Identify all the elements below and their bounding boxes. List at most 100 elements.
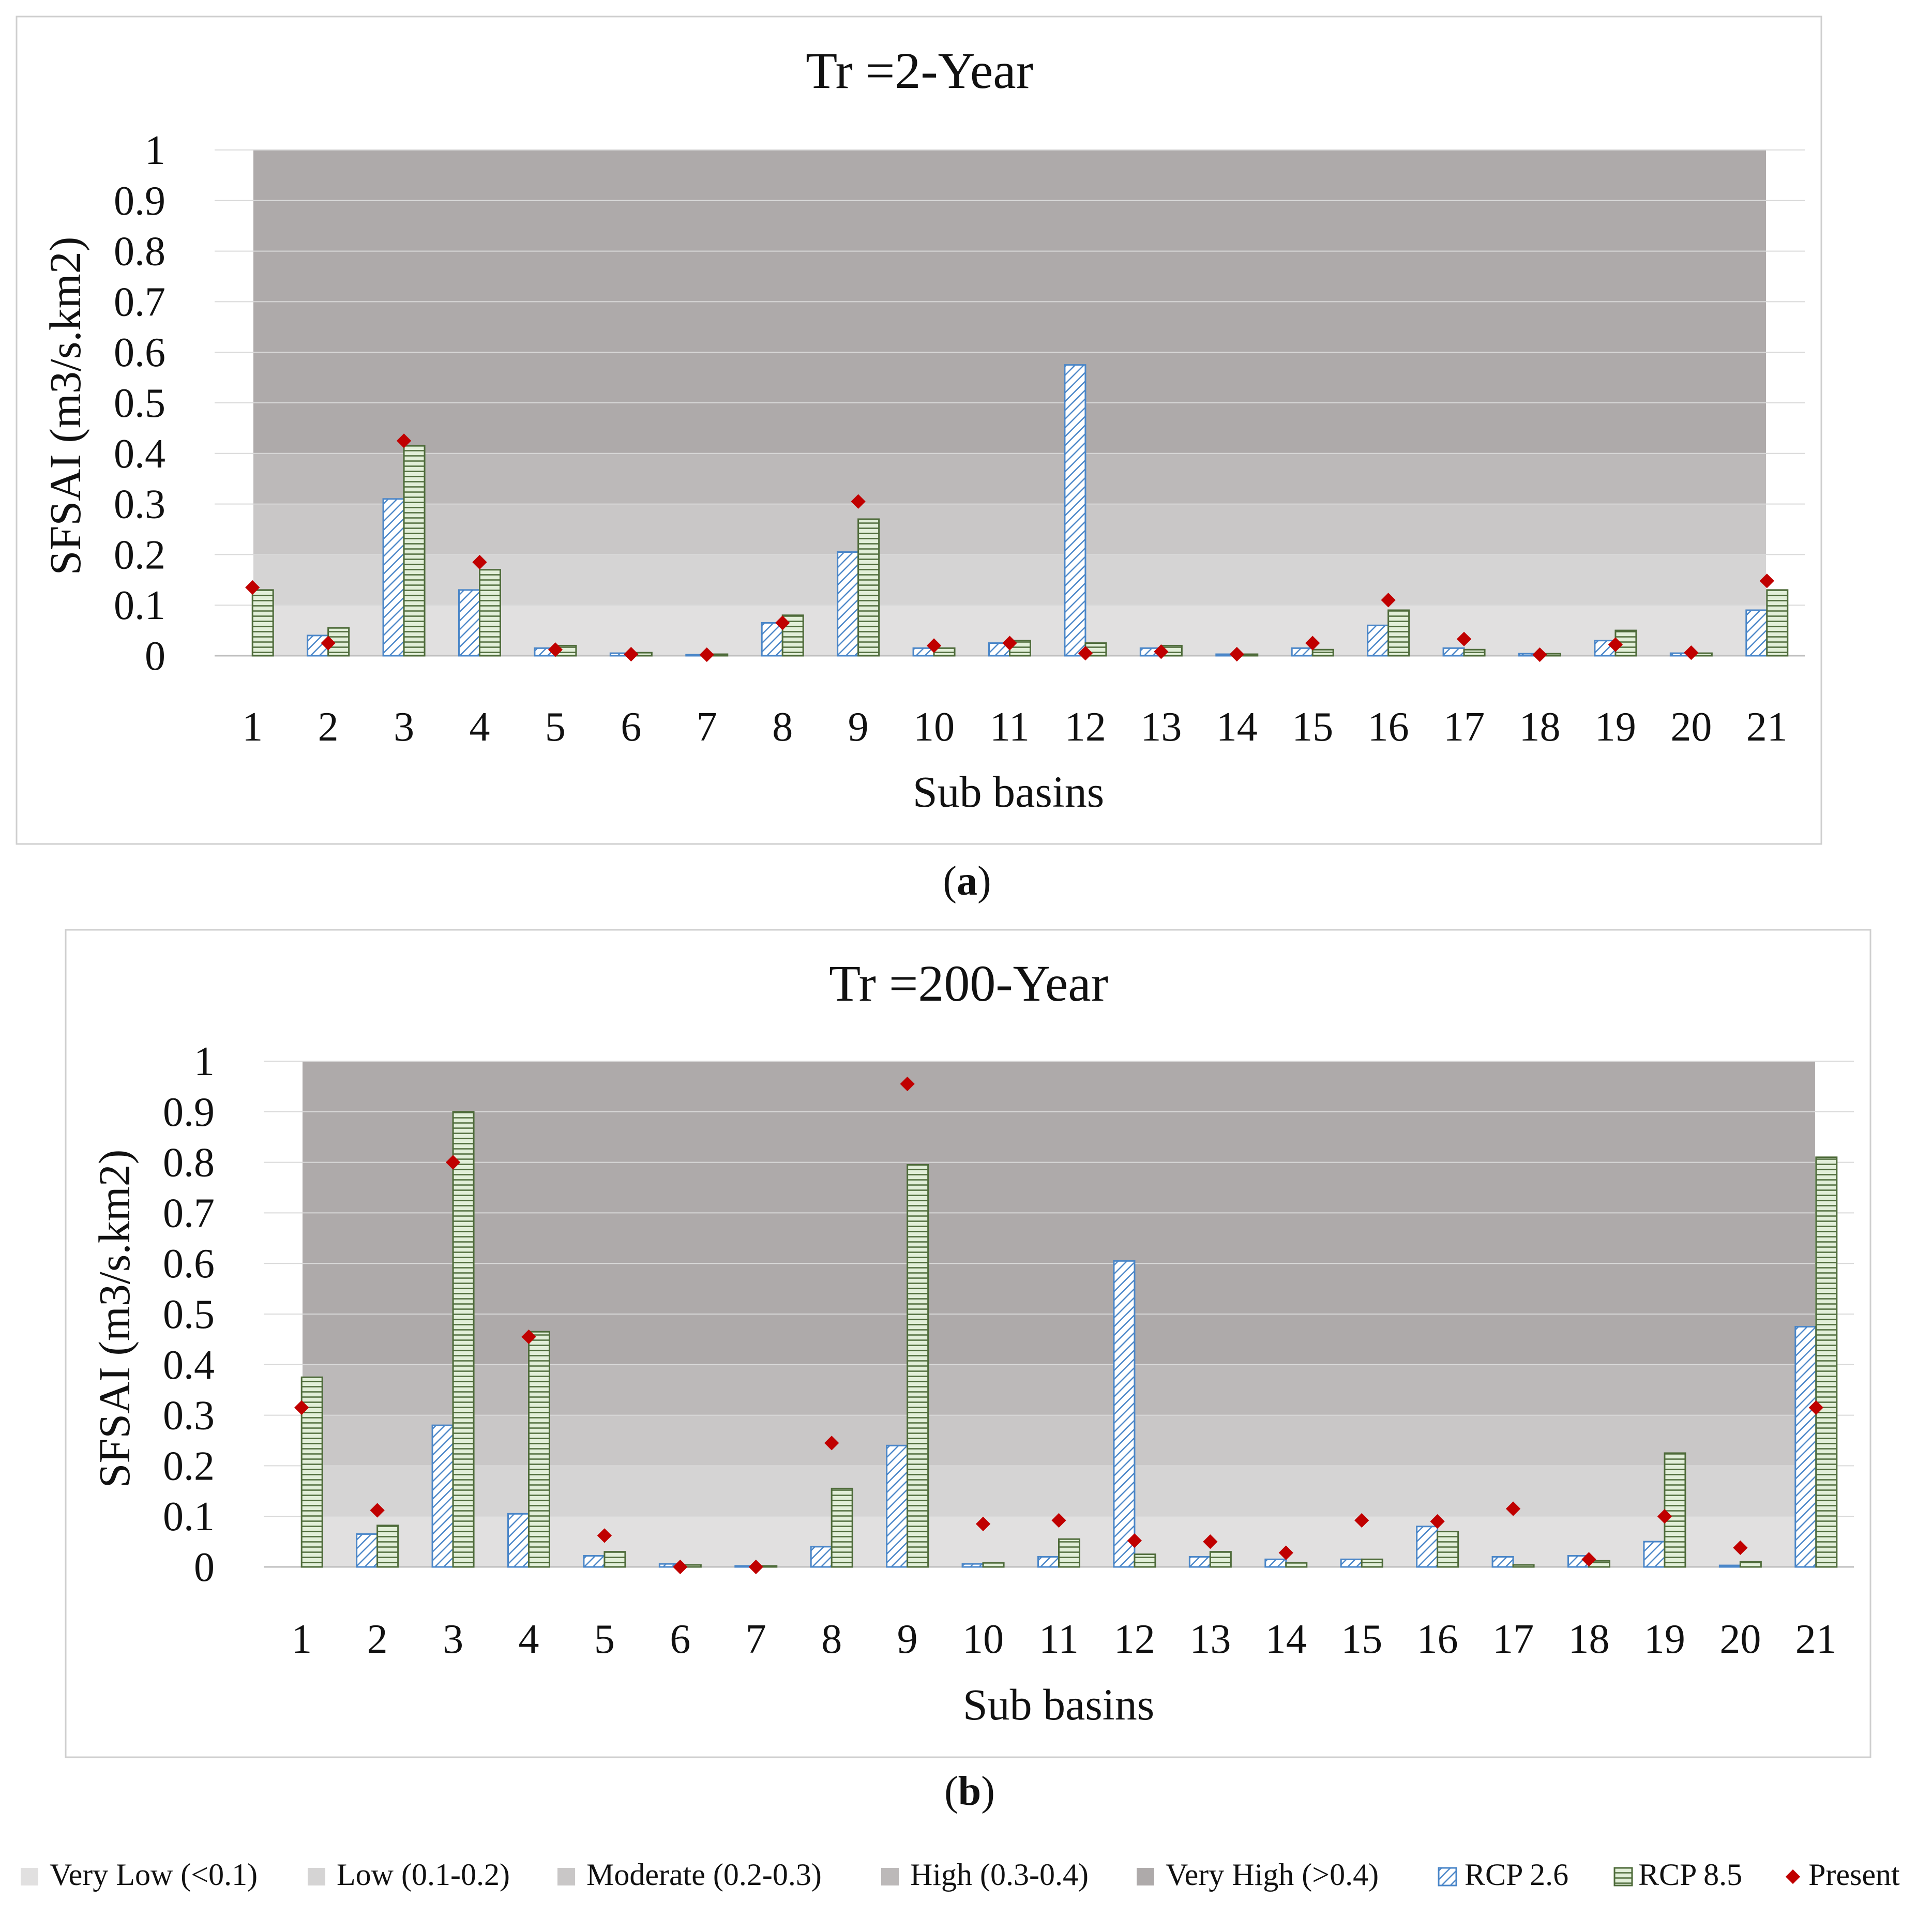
bar-rcp85 — [1058, 1538, 1080, 1568]
bar-rcp85 — [1766, 589, 1789, 657]
x-tick-label: 5 — [545, 704, 566, 750]
bar-rcp26 — [1491, 1556, 1514, 1568]
bar-rcp26 — [961, 1563, 984, 1568]
y-tick-label: 0.6 — [114, 330, 165, 375]
legend-swatch — [21, 1868, 38, 1885]
present-marker — [824, 1436, 839, 1451]
bar-rcp26 — [1264, 1558, 1287, 1568]
bar-rcp26 — [1340, 1558, 1363, 1568]
x-tick-label: 16 — [1368, 704, 1409, 750]
bar-rcp26 — [356, 1533, 379, 1568]
bar-rcp26 — [1064, 364, 1086, 657]
x-tick-label: 10 — [913, 704, 955, 750]
x-tick-label: 18 — [1568, 1617, 1610, 1662]
y-tick-label: 0.4 — [114, 431, 165, 477]
x-tick-label: 11 — [990, 704, 1030, 750]
y-tick-label: 0.1 — [163, 1494, 215, 1540]
present-marker — [624, 646, 639, 662]
chart-title: Tr =200-Year — [829, 955, 1108, 1012]
y-tick-label: 0.5 — [114, 381, 165, 426]
x-tick-label: 19 — [1595, 704, 1636, 750]
present-marker — [1354, 1513, 1369, 1528]
bar-rcp26 — [1367, 624, 1390, 657]
present-marker — [1684, 645, 1699, 660]
present-marker — [1078, 645, 1093, 661]
present-marker — [699, 647, 714, 662]
legend-swatch — [881, 1868, 899, 1885]
x-tick-label: 4 — [519, 1617, 539, 1662]
legend-item-very-high: Very High (>0.4) — [1137, 1858, 1379, 1892]
risk-band — [253, 504, 1766, 555]
x-tick-label: 5 — [594, 1617, 615, 1662]
present-marker — [321, 636, 336, 651]
legend-item-present: Present — [1785, 1858, 1900, 1892]
present-diamond-icon — [1785, 1869, 1801, 1884]
x-tick-label: 4 — [470, 704, 490, 750]
x-tick-label: 3 — [443, 1617, 463, 1662]
bar-rcp85 — [1361, 1558, 1383, 1568]
bar-rcp85 — [603, 1551, 626, 1568]
x-tick-label: 7 — [697, 704, 717, 750]
legend-label: Present — [1808, 1858, 1900, 1892]
panel-caption-b: (b) — [944, 1769, 995, 1814]
legend-item-rcp26: RCP 2.6 — [1438, 1858, 1568, 1892]
bar-series — [300, 1111, 1838, 1568]
bar-rcp85 — [831, 1487, 853, 1568]
x-axis-label: Sub basins — [913, 767, 1104, 817]
y-tick-label: 0.5 — [163, 1292, 215, 1337]
x-tick-label: 17 — [1443, 704, 1485, 750]
legend-swatch — [1137, 1868, 1154, 1885]
risk-band — [303, 1415, 1815, 1466]
x-tick-label: 16 — [1417, 1617, 1458, 1662]
bar-rcp85 — [251, 589, 274, 657]
bar-rcp26 — [1745, 609, 1768, 657]
y-tick-label: 0.2 — [163, 1443, 215, 1489]
x-tick-label: 18 — [1519, 704, 1561, 750]
x-tick-label: 9 — [897, 1617, 918, 1662]
x-tick-label: 12 — [1114, 1617, 1155, 1662]
legend-label: Very High (>0.4) — [1166, 1858, 1379, 1892]
x-tick-label: 8 — [821, 1617, 842, 1662]
legend-label: RCP 2.6 — [1465, 1858, 1568, 1892]
y-tick-label: 1 — [194, 1039, 215, 1084]
x-tick-label: 15 — [1292, 704, 1333, 750]
x-tick-labels: 1 2 3 4 5 6 7 8 9 10 11 12 13 14 15 16 17 18 19 20 21 — [291, 1617, 1837, 1662]
y-tick-label: 0.7 — [163, 1190, 215, 1236]
present-markers — [294, 1076, 1823, 1575]
present-marker — [445, 1155, 461, 1170]
x-tick-label: 8 — [772, 704, 793, 750]
x-tick-label: 3 — [394, 704, 414, 750]
bar-series — [251, 364, 1789, 657]
legend-swatch — [1438, 1867, 1457, 1887]
bar-rcp85 — [1815, 1156, 1838, 1568]
present-marker — [1154, 644, 1169, 659]
present-marker — [1305, 636, 1320, 651]
present-marker — [396, 433, 412, 448]
present-marker — [748, 1559, 763, 1575]
y-tick-label: 0.4 — [163, 1342, 215, 1388]
bar-rcp26 — [1794, 1325, 1817, 1568]
x-tick-label: 6 — [670, 1617, 690, 1662]
legend-item-moderate: Moderate (0.2-0.3) — [557, 1858, 822, 1892]
x-tick-label: 10 — [962, 1617, 1004, 1662]
y-axis-label: SFSAI (m3/s.km2) — [89, 1150, 139, 1488]
bar-rcp85 — [907, 1164, 929, 1568]
x-tick-labels: 1 2 3 4 5 6 7 8 9 10 11 12 13 14 15 16 17 18 19 20 21 — [242, 704, 1788, 750]
caption-letter: a — [957, 858, 977, 904]
bar-rcp26 — [1037, 1556, 1060, 1568]
bar-rcp26 — [1718, 1564, 1741, 1568]
legend-label: Moderate (0.2-0.3) — [586, 1858, 822, 1892]
present-marker — [1608, 637, 1623, 652]
y-tick-label: 0 — [194, 1545, 215, 1590]
y-tick-labels: 0 0.1 0.2 0.3 0.4 0.5 0.6 0.70.8 0.9 1 — [114, 128, 165, 679]
bar-rcp85 — [1739, 1561, 1762, 1568]
panel-caption-a: (a) — [943, 858, 991, 904]
y-tick-label: 0.3 — [114, 482, 165, 527]
present-marker — [1759, 574, 1774, 589]
legend-label: High (0.3-0.4) — [910, 1858, 1089, 1892]
x-tick-label: 21 — [1795, 1617, 1837, 1662]
legend-label: Very Low (<0.1) — [50, 1858, 258, 1892]
x-tick-label: 21 — [1746, 704, 1788, 750]
present-marker — [1581, 1552, 1596, 1567]
